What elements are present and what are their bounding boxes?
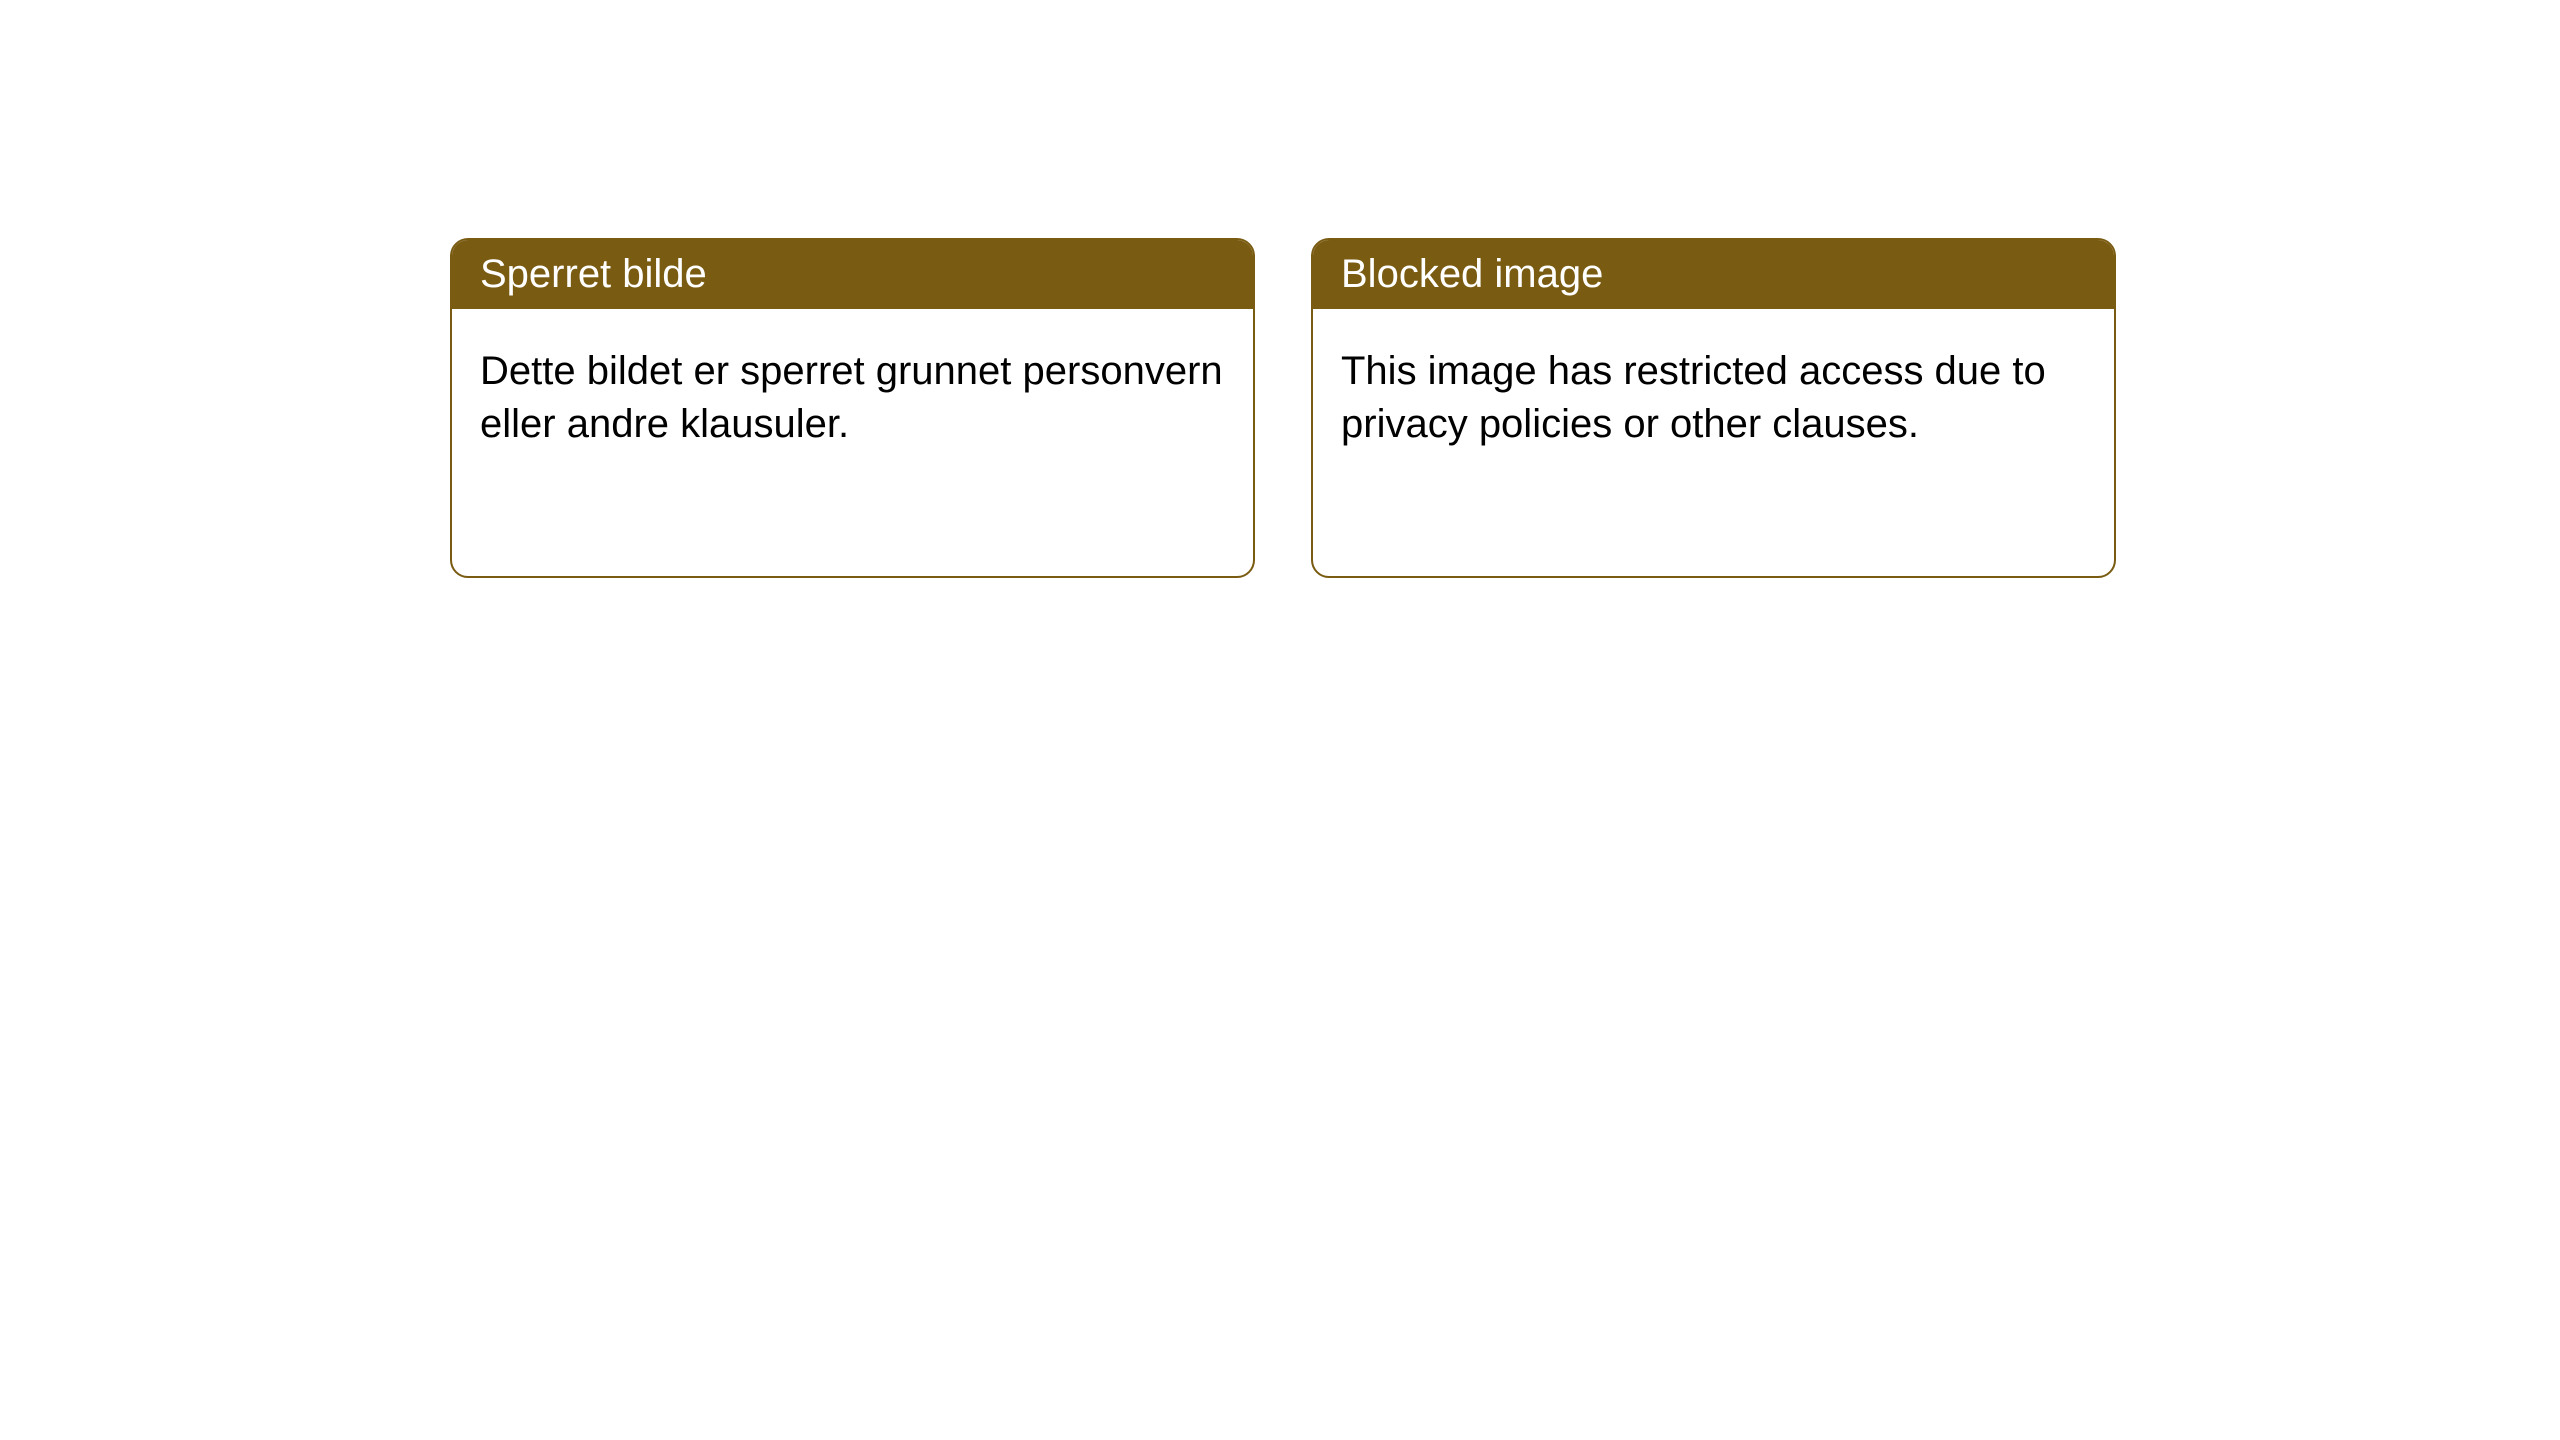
notice-body: This image has restricted access due to … bbox=[1313, 309, 2114, 487]
notice-body-text: Dette bildet er sperret grunnet personve… bbox=[480, 349, 1223, 446]
notice-header-text: Blocked image bbox=[1341, 252, 1603, 296]
notice-container: Sperret bilde Dette bildet er sperret gr… bbox=[450, 238, 2116, 578]
notice-card-norwegian: Sperret bilde Dette bildet er sperret gr… bbox=[450, 238, 1255, 578]
notice-body: Dette bildet er sperret grunnet personve… bbox=[452, 309, 1253, 487]
notice-header: Blocked image bbox=[1313, 240, 2114, 309]
notice-header-text: Sperret bilde bbox=[480, 252, 707, 296]
notice-card-english: Blocked image This image has restricted … bbox=[1311, 238, 2116, 578]
notice-body-text: This image has restricted access due to … bbox=[1341, 349, 2046, 446]
notice-header: Sperret bilde bbox=[452, 240, 1253, 309]
